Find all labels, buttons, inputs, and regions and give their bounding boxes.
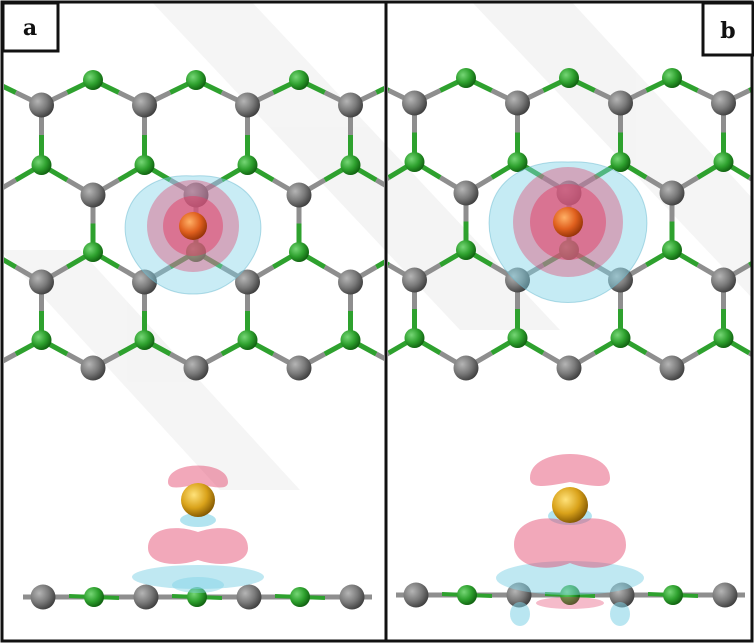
top-view-lattice [4,70,384,381]
accumulation-lobe-top [168,465,228,488]
svg-text:a: a [23,15,37,41]
accumulation-lobe-top [530,454,610,486]
nitrogen-atoms [31,70,361,350]
accumulation-lobe-bottom [148,528,248,564]
adatom-side [552,487,588,523]
panel-a [4,70,384,610]
depletion-isosurface-side [132,565,264,589]
accumulation-lobe-bottom [514,518,626,568]
svg-text:b: b [720,18,735,44]
adatom-top [553,207,583,237]
side-view [23,465,372,610]
adatom-side [181,483,215,517]
panel-b-frame [384,0,754,643]
side-view [396,454,745,626]
top-view-isosurface [124,175,262,295]
carbon-atoms [29,92,363,381]
panel-label-b: b [701,1,754,57]
panel-b [388,68,752,626]
top-view-isosurface [488,161,648,303]
panel-label-a: a [1,1,60,53]
adatom-top [179,212,207,240]
depletion-isosurface-side [496,561,644,595]
